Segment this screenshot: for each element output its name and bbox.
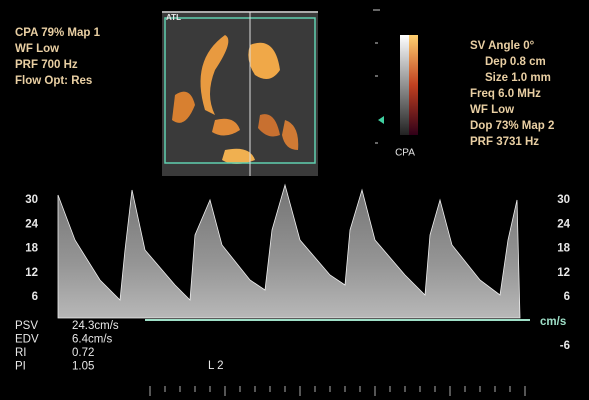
measurement-label: PI xyxy=(15,361,26,373)
setting: SV Angle 0° xyxy=(470,40,535,52)
measurement-label: EDV xyxy=(15,334,39,346)
color-bar-color xyxy=(409,35,418,135)
setting: CPA 79% Map 1 xyxy=(15,27,101,39)
scale-label: 18 xyxy=(557,243,570,255)
setting: Size 1.0 mm xyxy=(485,72,551,84)
scale-label: 12 xyxy=(557,267,570,279)
setting: PRF 3731 Hz xyxy=(470,136,539,148)
measurement-value: 1.05 xyxy=(72,361,94,373)
logo: ATL xyxy=(166,13,181,22)
setting: PRF 700 Hz xyxy=(15,59,78,71)
setting: Freq 6.0 MHz xyxy=(470,88,541,100)
setting: Dop 73% Map 2 xyxy=(470,120,554,132)
setting: WF Low xyxy=(15,43,59,55)
measurement-value: 24.3cm/s xyxy=(72,320,119,332)
color-image xyxy=(162,12,318,176)
setting: Dep 0.8 cm xyxy=(485,56,546,68)
measurement-label: RI xyxy=(15,347,27,359)
scale-unit: cm/s xyxy=(540,316,566,328)
setting: Flow Opt: Res xyxy=(15,75,92,87)
scale-label: 30 xyxy=(25,194,38,206)
scale-label: 12 xyxy=(25,267,38,279)
scale-label: 6 xyxy=(32,291,38,303)
color-bar-label: CPA xyxy=(395,148,415,159)
scale-label: 18 xyxy=(25,243,38,255)
measurement-value: 6.4cm/s xyxy=(72,334,113,346)
measurement-label: PSV xyxy=(15,320,38,332)
scale-label: 30 xyxy=(557,194,570,206)
setting: WF Low xyxy=(470,104,514,116)
scale-label: 6 xyxy=(564,291,570,303)
scale-label: 24 xyxy=(557,218,570,230)
scale-label: -6 xyxy=(560,340,570,352)
ultrasound-screen: ATL CPA CPA 79% Map 1 WF Low PRF 700 Hz Flo… xyxy=(0,0,589,400)
scale-label: 24 xyxy=(25,218,38,230)
measurement-value: 0.72 xyxy=(72,347,94,359)
color-bar-gray xyxy=(400,35,409,135)
probe-label: L 2 xyxy=(208,360,224,372)
